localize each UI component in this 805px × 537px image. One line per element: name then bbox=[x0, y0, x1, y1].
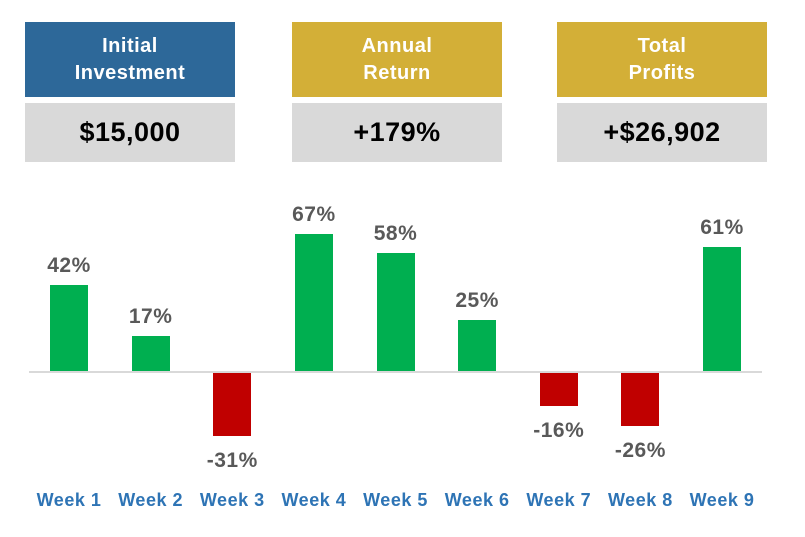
bar-week-2 bbox=[131, 336, 170, 371]
axis-label-week-1: Week 1 bbox=[36, 490, 102, 510]
zero-axis-line bbox=[29, 371, 762, 373]
bar-week-5 bbox=[376, 253, 415, 371]
axis-label-week-4: Week 4 bbox=[281, 490, 347, 510]
bar-week-3 bbox=[213, 373, 252, 436]
kpi-card-total-profits: Total Profits +$26,902 bbox=[557, 22, 767, 162]
bar-value-label-week-5: 58% bbox=[373, 222, 418, 245]
kpi-card-title: Initial Investment bbox=[25, 22, 235, 97]
kpi-card-title: Annual Return bbox=[292, 22, 502, 97]
kpi-card-value: $15,000 bbox=[25, 103, 235, 162]
axis-label-week-8: Week 8 bbox=[608, 490, 673, 510]
bar-value-label-week-6: 25% bbox=[455, 289, 499, 312]
bar-value-label-week-9: 61% bbox=[700, 216, 744, 239]
kpi-card-initial-investment: Initial Investment $15,000 bbox=[25, 22, 235, 162]
axis-label-week-7: Week 7 bbox=[526, 490, 592, 510]
axis-label-week-6: Week 6 bbox=[444, 490, 510, 510]
bar-value-label-week-8: -26% bbox=[614, 439, 666, 462]
kpi-card-title: Total Profits bbox=[557, 22, 767, 97]
axis-label-week-3: Week 3 bbox=[199, 490, 265, 510]
bar-value-label-week-2: 17% bbox=[128, 305, 173, 328]
axis-label-week-2: Week 2 bbox=[118, 490, 183, 510]
axis-label-week-9: Week 9 bbox=[689, 490, 755, 510]
bar-value-label-week-1: 42% bbox=[47, 254, 91, 277]
bar-week-7 bbox=[539, 373, 578, 406]
bar-value-label-week-7: -16% bbox=[533, 419, 585, 442]
bar-week-4 bbox=[294, 234, 333, 371]
bar-week-6 bbox=[458, 320, 497, 371]
kpi-card-value: +$26,902 bbox=[557, 103, 767, 162]
axis-label-week-5: Week 5 bbox=[363, 490, 428, 510]
bar-week-8 bbox=[621, 373, 660, 426]
bar-value-label-week-4: 67% bbox=[292, 203, 336, 226]
bar-value-label-week-3: -31% bbox=[206, 449, 258, 472]
bar-week-1 bbox=[50, 285, 88, 371]
kpi-card-value: +179% bbox=[292, 103, 502, 162]
bar-week-9 bbox=[703, 247, 741, 371]
kpi-card-annual-return: Annual Return +179% bbox=[292, 22, 502, 162]
